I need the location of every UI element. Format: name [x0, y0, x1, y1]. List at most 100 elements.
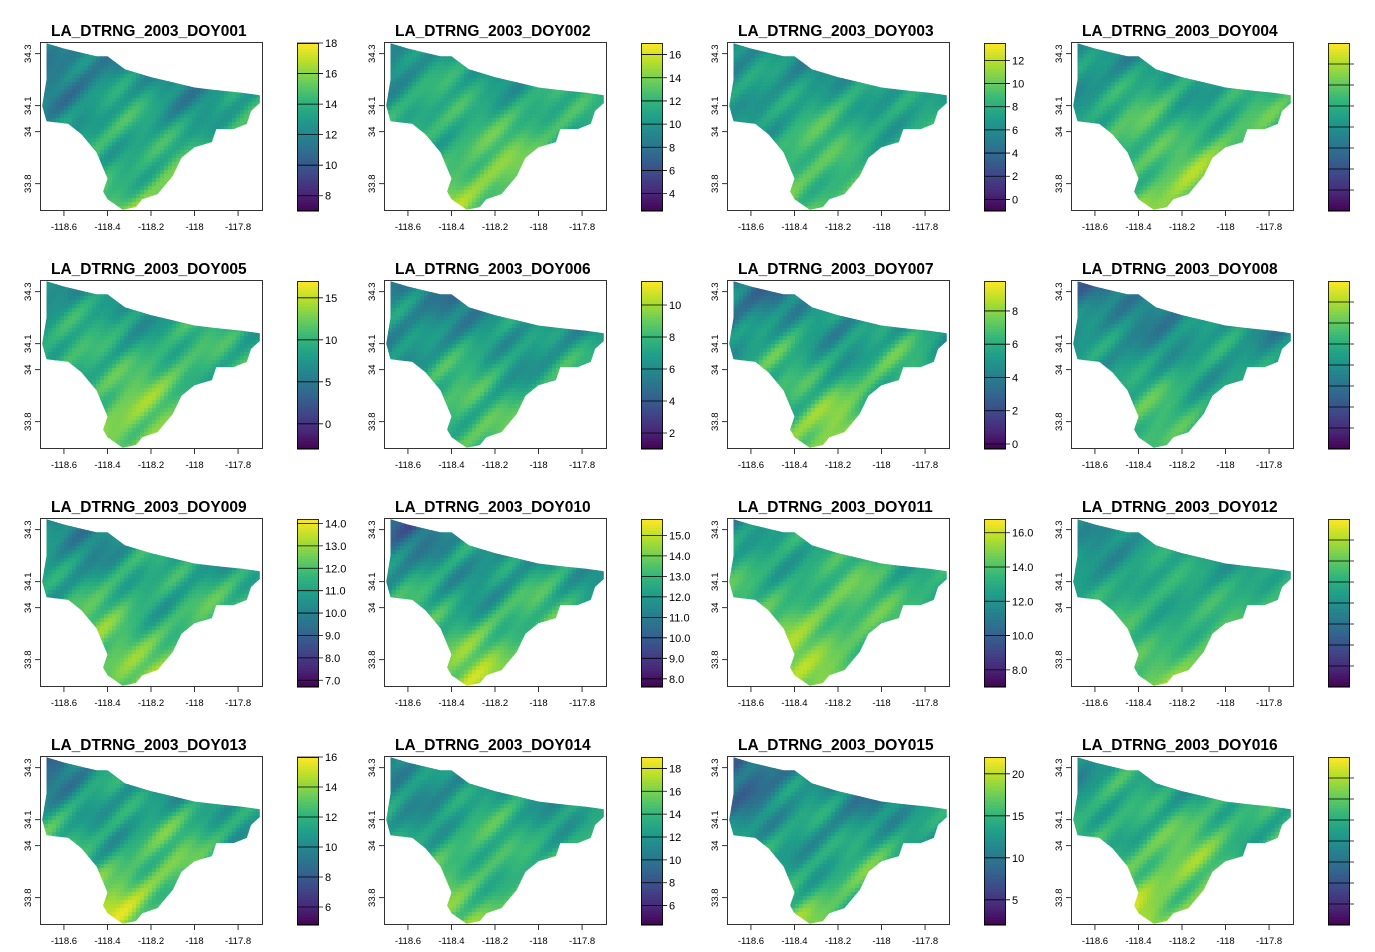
raster-cell: [391, 46, 396, 51]
raster-cell: [471, 134, 476, 139]
raster-cell: [136, 114, 141, 119]
raster-cell: [232, 198, 237, 203]
raster-cell: [503, 98, 508, 103]
raster-cell: [467, 130, 472, 135]
raster-cell: [140, 46, 145, 51]
raster-cell: [100, 106, 105, 111]
raster-cell: [407, 118, 412, 123]
raster-cell: [200, 202, 205, 207]
raster-cell: [184, 74, 189, 79]
raster-cell: [535, 146, 540, 151]
raster-cell: [52, 70, 57, 75]
raster-cell: [467, 158, 472, 163]
raster-cell: [184, 90, 189, 95]
raster-cell: [519, 82, 524, 87]
raster-cell: [487, 162, 492, 167]
raster-cell: [192, 50, 197, 55]
raster-cell: [575, 118, 580, 123]
raster-cell: [56, 46, 61, 51]
raster-cell: [407, 94, 412, 99]
raster-cell: [543, 94, 548, 99]
raster-cell: [72, 186, 77, 191]
raster-cell: [224, 94, 229, 99]
raster-cell: [475, 122, 480, 127]
raster-cell: [519, 74, 524, 79]
raster-cell: [252, 74, 257, 79]
raster-cell: [152, 126, 157, 131]
raster-cell: [180, 110, 185, 115]
raster-cell: [200, 62, 205, 67]
raster-cell: [56, 130, 61, 135]
raster-cell: [248, 202, 253, 207]
raster-cell: [232, 166, 237, 171]
raster-cell: [431, 58, 436, 63]
raster-cell: [391, 130, 396, 135]
raster-cell: [387, 90, 392, 95]
raster-cell: [192, 134, 197, 139]
raster-cell: [212, 66, 217, 71]
raster-cell: [256, 78, 260, 83]
raster-cell: [188, 154, 193, 159]
raster-cell: [419, 166, 424, 171]
raster-cell: [256, 70, 260, 75]
raster-cell: [467, 166, 472, 171]
raster-cell: [567, 202, 572, 207]
raster-cell: [244, 86, 249, 91]
raster-cell: [511, 102, 516, 107]
raster-cell: [463, 70, 468, 75]
raster-cell: [387, 50, 392, 55]
raster-cell: [471, 170, 476, 175]
raster-cell: [587, 170, 592, 175]
raster-cell: [192, 102, 197, 107]
raster-cell: [511, 94, 516, 99]
raster-cell: [559, 114, 564, 119]
raster-cell: [467, 190, 472, 195]
raster-cell: [427, 78, 432, 83]
raster-cell: [575, 74, 580, 79]
raster-cell: [523, 106, 528, 111]
raster-cell: [228, 134, 233, 139]
raster-cell: [427, 138, 432, 143]
raster-cell: [236, 202, 241, 207]
raster-cell: [60, 154, 65, 159]
raster-cell: [60, 162, 65, 167]
raster-cell: [172, 54, 177, 59]
raster-cell: [132, 162, 137, 167]
raster-cell: [176, 82, 181, 87]
raster-cell: [76, 182, 81, 187]
raster-cell: [455, 134, 460, 139]
raster-cell: [128, 102, 133, 107]
raster-cell: [240, 74, 245, 79]
raster-cell: [447, 102, 452, 107]
legend-segment: [640, 107, 663, 111]
raster-cell: [491, 146, 496, 151]
raster-cell: [84, 114, 89, 119]
raster-cell: [164, 126, 169, 131]
raster-cell: [96, 142, 101, 147]
raster-cell: [483, 118, 488, 123]
raster-cell: [152, 50, 157, 55]
legend-segment: [640, 118, 663, 122]
raster-cell: [200, 46, 205, 51]
raster-cell: [144, 134, 149, 139]
raster-cell: [220, 150, 225, 155]
raster-cell: [559, 50, 564, 55]
raster-cell: [499, 146, 504, 151]
raster-cell: [248, 98, 253, 103]
raster-cell: [100, 174, 105, 179]
raster-cell: [435, 46, 440, 51]
raster-cell: [435, 74, 440, 79]
raster-cell: [519, 46, 524, 51]
legend-segment: [297, 118, 319, 122]
raster-cell: [583, 194, 588, 199]
raster-cell: [519, 110, 524, 115]
raster-cell: [252, 138, 257, 143]
raster-cell: [112, 130, 117, 135]
raster-cell: [200, 70, 205, 75]
raster-cell: [228, 126, 233, 131]
raster-cell: [204, 190, 209, 195]
raster-cell: [467, 74, 472, 79]
raster-cell: [112, 150, 117, 155]
raster-cell: [248, 94, 253, 99]
raster-cell: [168, 58, 173, 63]
